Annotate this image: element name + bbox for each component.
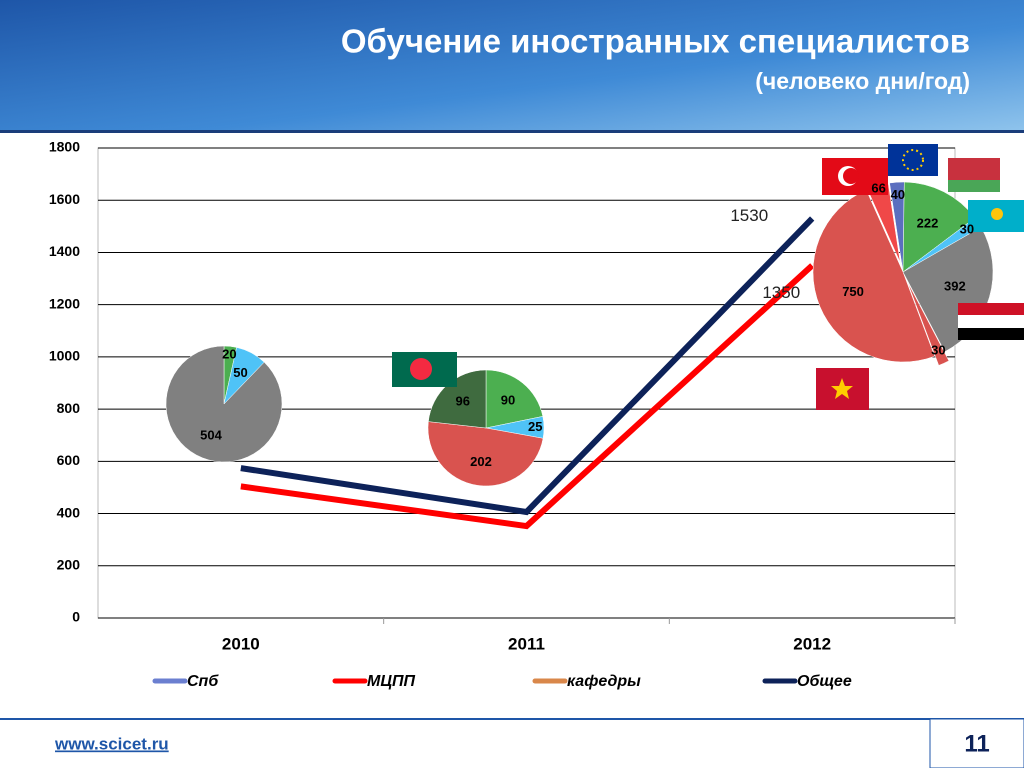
- flag-vietnam-star: [831, 378, 853, 399]
- pie-label: 222: [917, 215, 939, 230]
- pie-label: 392: [944, 279, 966, 294]
- header-rule: [0, 130, 1024, 133]
- y-tick-label: 400: [57, 504, 81, 520]
- y-tick-label: 1000: [49, 348, 80, 364]
- pie-label: 750: [842, 284, 864, 299]
- pie-label: 202: [470, 454, 492, 469]
- page-number: 11: [964, 730, 989, 757]
- y-tick-label: 1800: [49, 139, 80, 155]
- pie-label: 90: [501, 392, 515, 407]
- title: Обучение иностранных специалистов: [341, 23, 970, 60]
- page-box: [929, 718, 1024, 768]
- flag-eu: [888, 144, 938, 176]
- pie-label: 30: [960, 221, 974, 236]
- legend-label: Общее: [797, 673, 852, 690]
- flag-belarus-green: [948, 180, 1000, 192]
- legend-label: МЦПП: [367, 673, 416, 690]
- pie-slice: [906, 281, 950, 366]
- flag-egypt-white: [958, 315, 1024, 328]
- data-label: 1530: [730, 206, 768, 225]
- y-tick-label: 1200: [49, 295, 80, 311]
- data-label: 1350: [762, 283, 800, 302]
- footer-url: www.scicet.ru: [54, 734, 169, 753]
- flag-eu-stars: [902, 149, 924, 171]
- pie-label: 504: [200, 428, 222, 443]
- pie-label: 96: [456, 394, 470, 409]
- x-tick-label: 2010: [222, 634, 260, 653]
- x-tick-label: 2012: [793, 634, 831, 653]
- pie-slice: [485, 369, 544, 429]
- flag-egypt-red: [958, 303, 1024, 315]
- y-tick-label: 1400: [49, 243, 80, 259]
- y-tick-label: 200: [57, 556, 81, 572]
- pie-label: 20: [222, 346, 236, 361]
- flag-turkey-moon-cut: [843, 168, 859, 184]
- pie-label: 66: [871, 180, 885, 195]
- flag-bangladesh-disc: [410, 358, 432, 380]
- series-line: [240, 263, 815, 530]
- y-tick-label: 800: [57, 400, 81, 416]
- y-tick-label: 0: [72, 609, 80, 625]
- flags: [392, 144, 1024, 410]
- y-tick-label: 600: [57, 452, 81, 468]
- legend-label: Спб: [187, 673, 219, 690]
- legend-label: кафедры: [567, 673, 641, 690]
- subtitle: (человеко дни/год): [755, 68, 970, 94]
- x-tick-label: 2011: [508, 634, 545, 653]
- pie-slice: [165, 345, 283, 463]
- flag-kazakhstan-sun: [991, 208, 1003, 220]
- pie-slice: [812, 189, 935, 363]
- pie-label: 40: [891, 187, 905, 202]
- series-line: [240, 216, 815, 516]
- flag-egypt-black: [958, 328, 1024, 340]
- header: [0, 0, 1024, 130]
- flag-belarus-red: [948, 158, 1000, 180]
- pie-label: 30: [931, 342, 945, 357]
- y-tick-label: 1600: [49, 191, 80, 207]
- pie-slice: [427, 421, 544, 487]
- pie-label: 25: [528, 419, 542, 434]
- pie-label: 50: [233, 365, 247, 380]
